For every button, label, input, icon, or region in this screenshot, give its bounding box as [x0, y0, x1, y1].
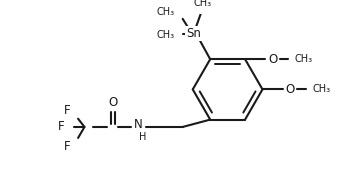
Text: N: N	[134, 118, 143, 131]
Text: CH₃: CH₃	[312, 84, 330, 94]
Text: Sn: Sn	[186, 27, 201, 40]
Text: F: F	[64, 140, 71, 153]
Text: CH₃: CH₃	[194, 0, 212, 8]
Text: F: F	[64, 104, 71, 117]
Text: CH₃: CH₃	[295, 54, 313, 64]
Text: O: O	[108, 96, 117, 109]
Text: CH₃: CH₃	[156, 30, 174, 40]
Text: H: H	[139, 132, 146, 142]
Text: O: O	[285, 83, 295, 96]
Text: CH₃: CH₃	[156, 7, 174, 17]
Text: O: O	[268, 53, 277, 66]
Text: F: F	[58, 120, 65, 133]
